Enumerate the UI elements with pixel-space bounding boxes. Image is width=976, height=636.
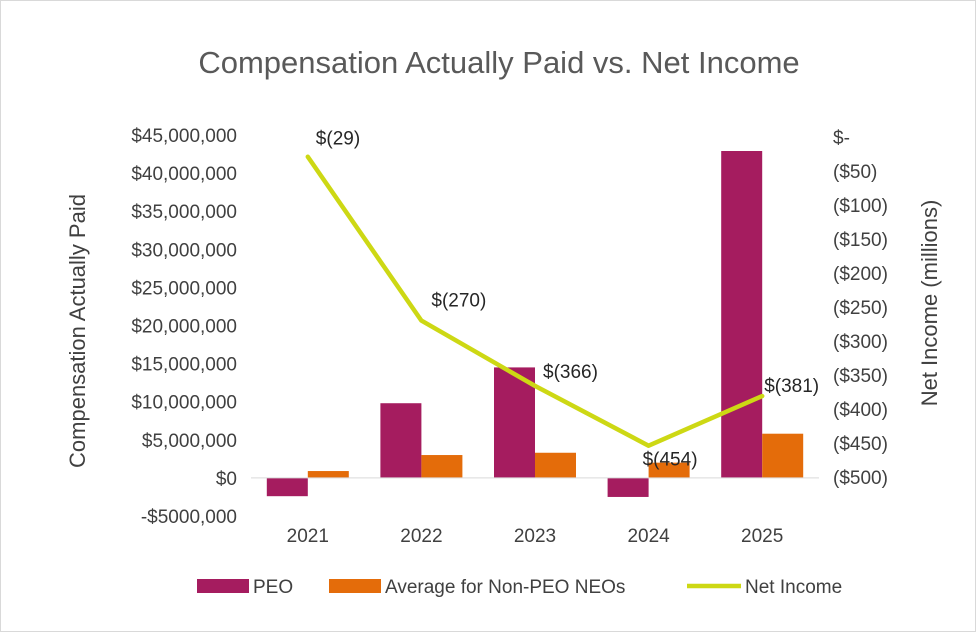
bar-average-for-non-peo-neos-2022 [421, 455, 463, 478]
y-tick-label: -$5000,000 [141, 507, 237, 528]
y-tick-label: $40,000,000 [131, 164, 237, 185]
y-tick-label: $10,000,000 [131, 393, 237, 414]
net-income-label-2021: $(29) [316, 129, 360, 150]
y2-tick-label: ($500) [833, 468, 888, 489]
y-tick-label: $30,000,000 [131, 240, 237, 261]
y2-tick-label: ($300) [833, 332, 888, 353]
net-income-line-layer [305, 154, 765, 448]
chart-title: Compensation Actually Paid vs. Net Incom… [198, 45, 799, 80]
y-tick-label: $25,000,000 [131, 278, 237, 299]
y2-tick-label: ($250) [833, 298, 888, 319]
bar-average-for-non-peo-neos-2021 [307, 471, 349, 478]
legend: PEO Average for Non-PEO NEOs Net Income [197, 577, 842, 598]
y2-tick-label: ($350) [833, 366, 888, 387]
y-tick-label: $15,000,000 [131, 355, 237, 376]
bar-peo-2024 [607, 477, 649, 497]
net-income-label-2023: $(366) [543, 362, 598, 383]
y2-tick-label: $- [833, 128, 850, 149]
legend-label-average-for-non-peo-neos: Average for Non-PEO NEOs [385, 577, 625, 598]
y2-tick-label: ($450) [833, 434, 888, 455]
y-tick-label: $5,000,000 [142, 431, 237, 452]
bar-average-for-non-peo-neos-2025 [762, 433, 804, 478]
y-tick-label: $20,000,000 [131, 317, 237, 338]
x-tick-label: 2023 [514, 526, 556, 547]
bar-peo-2025 [721, 151, 763, 478]
x-tick-label: 2021 [287, 526, 329, 547]
y2-tick-label: ($150) [833, 230, 888, 251]
y-axis-ticks: -$5000,000 $0 $5,000,000 $10,000,000 $15,000… [131, 126, 237, 528]
net-income-label-2024: $(454) [643, 450, 698, 471]
bar-peo-2023 [494, 367, 535, 478]
legend-swatch-peo [197, 579, 249, 593]
legend-label-peo: PEO [253, 577, 293, 598]
bar-peo-2021 [266, 477, 308, 497]
legend-label-net-income: Net Income [745, 577, 842, 598]
bar-marks [266, 151, 804, 497]
bar-average-for-non-peo-neos-2023 [535, 452, 576, 478]
net-income-label-2022: $(270) [431, 291, 486, 312]
y2-tick-label: ($400) [833, 400, 888, 421]
y2-tick-label: ($50) [833, 162, 877, 183]
y-axis-title: Compensation Actually Paid [65, 194, 90, 468]
legend-swatch-average-for-non-peo-neos [329, 579, 381, 593]
x-tick-label: 2025 [741, 526, 783, 547]
bar-average-for-non-peo-neos-2024 [648, 462, 690, 478]
y2-axis-ticks: $- ($50) ($100) ($150) ($200) ($250) ($300) ($3… [833, 128, 888, 489]
y2-tick-label: ($200) [833, 264, 888, 285]
y-tick-label: $0 [216, 469, 237, 490]
y2-axis-title: Net Income (millions) [917, 200, 942, 407]
x-axis-ticks: 2021 2022 2023 2024 2025 [287, 526, 784, 547]
y2-tick-label: ($100) [833, 196, 888, 217]
line-net-income [305, 154, 765, 448]
y-tick-label: $35,000,000 [131, 202, 237, 223]
bar-peo-2022 [380, 403, 422, 478]
net-income-label-2025: $(381) [764, 376, 819, 397]
y-tick-label: $45,000,000 [131, 126, 237, 147]
net-income-data-labels: $(29) $(270) $(366) $(454) $(381) [316, 129, 819, 471]
x-tick-label: 2022 [400, 526, 442, 547]
x-tick-label: 2024 [627, 526, 670, 547]
